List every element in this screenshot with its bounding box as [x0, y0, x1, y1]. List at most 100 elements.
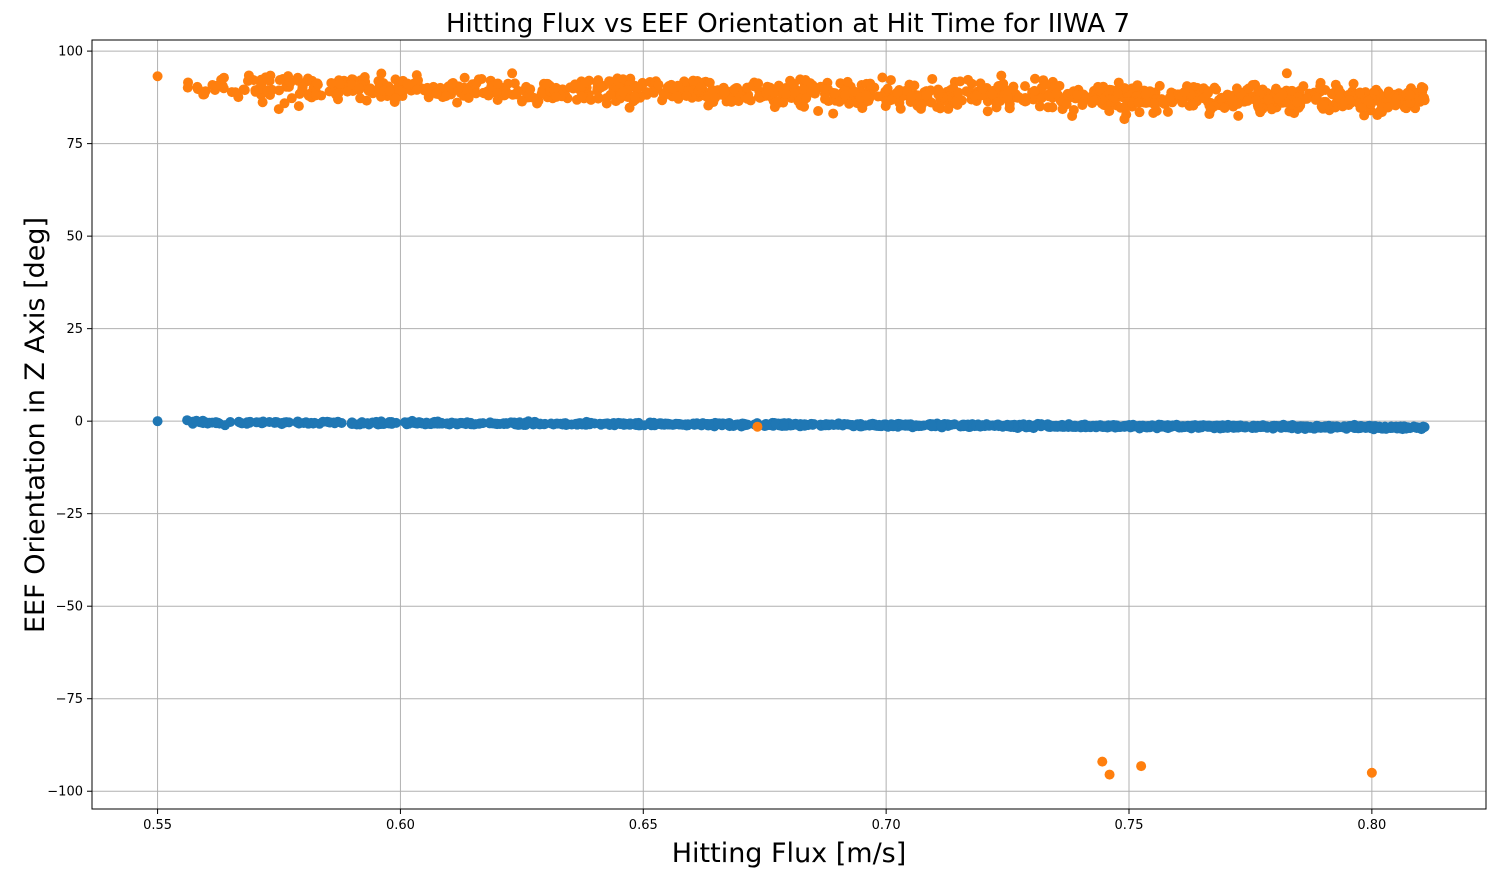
data-point: [873, 91, 884, 102]
data-point: [191, 415, 202, 426]
data-point: [297, 82, 308, 92]
data-point: [331, 89, 342, 100]
data-point: [1061, 99, 1072, 110]
y-tick-label: 0: [75, 415, 83, 430]
data-point: [1150, 99, 1161, 110]
data-point: [877, 72, 888, 83]
data-point: [624, 418, 635, 429]
data-point: [1187, 420, 1198, 431]
data-point: [239, 85, 250, 96]
data-point: [490, 418, 501, 429]
data-point: [200, 86, 211, 97]
data-point: [422, 82, 433, 93]
data-point: [993, 421, 1004, 432]
data-point: [1359, 110, 1370, 121]
data-point: [334, 78, 345, 89]
data-point: [211, 80, 222, 91]
data-point: [648, 87, 659, 98]
data-point: [242, 75, 253, 86]
data-point: [1404, 89, 1415, 100]
data-point: [604, 76, 615, 87]
data-point: [1356, 421, 1367, 432]
data-point: [961, 86, 972, 97]
data-point: [501, 88, 512, 99]
data-point: [632, 82, 643, 93]
data-point: [210, 417, 221, 428]
data-point: [541, 78, 552, 89]
data-point: [262, 74, 273, 85]
data-point: [1232, 98, 1243, 109]
data-point: [511, 89, 522, 100]
data-point: [1162, 106, 1173, 117]
data-point: [1354, 87, 1365, 98]
data-point: [1369, 421, 1380, 432]
data-point: [1270, 422, 1281, 433]
data-point: [1004, 103, 1015, 114]
data-point: [1154, 80, 1165, 91]
data-point: [710, 92, 721, 103]
x-tick-label: 0.60: [386, 818, 415, 833]
data-point: [255, 417, 266, 428]
data-point: [982, 106, 993, 117]
data-point: [474, 418, 485, 429]
x-tick-label: 0.80: [1357, 818, 1386, 833]
data-point: [507, 68, 518, 79]
data-point: [955, 76, 966, 87]
data-point: [842, 76, 853, 87]
data-point: [1030, 73, 1041, 84]
data-point: [402, 78, 413, 89]
data-point: [1202, 88, 1213, 99]
data-point: [1310, 94, 1321, 105]
data-point: [951, 95, 962, 106]
data-point: [996, 70, 1007, 81]
data-point: [723, 419, 734, 430]
data-point: [1049, 421, 1060, 432]
data-point: [798, 420, 809, 431]
data-point: [384, 86, 395, 97]
data-point: [1387, 422, 1398, 433]
data-point: [152, 416, 163, 427]
data-point: [911, 420, 922, 431]
data-point: [354, 83, 365, 94]
data-point: [1418, 83, 1429, 94]
data-point: [523, 418, 534, 429]
data-point: [576, 91, 587, 102]
data-point: [575, 418, 586, 429]
data-point: [1254, 422, 1265, 433]
data-point: [1205, 104, 1216, 115]
data-point: [1245, 421, 1256, 432]
data-point: [1040, 79, 1051, 90]
data-point: [1255, 107, 1266, 118]
data-point: [1263, 94, 1274, 105]
data-point: [1315, 421, 1326, 432]
data-point: [152, 71, 163, 82]
data-point: [1315, 81, 1326, 92]
y-tick-label: 50: [66, 230, 83, 245]
data-point: [492, 78, 503, 89]
data-point: [770, 418, 781, 429]
data-point: [286, 93, 297, 104]
data-point: [585, 94, 596, 105]
data-point: [695, 81, 706, 92]
data-point: [1346, 421, 1357, 432]
data-point: [830, 88, 841, 99]
data-point: [1140, 89, 1151, 100]
data-point: [906, 91, 917, 102]
data-point: [1133, 97, 1144, 108]
data-point: [498, 418, 509, 429]
data-point: [234, 417, 245, 428]
data-point: [411, 84, 422, 95]
data-point: [953, 87, 964, 98]
y-axis-label: EEF Orientation in Z Axis [deg]: [20, 217, 51, 633]
data-point: [992, 97, 1003, 108]
data-point: [463, 93, 474, 104]
data-point: [384, 417, 395, 428]
data-point: [1344, 95, 1355, 106]
data-point: [916, 99, 927, 110]
x-tick-label: 0.55: [143, 818, 172, 833]
data-point: [773, 97, 784, 108]
data-point: [1097, 756, 1108, 767]
data-point: [220, 420, 231, 431]
data-point: [1383, 102, 1394, 113]
